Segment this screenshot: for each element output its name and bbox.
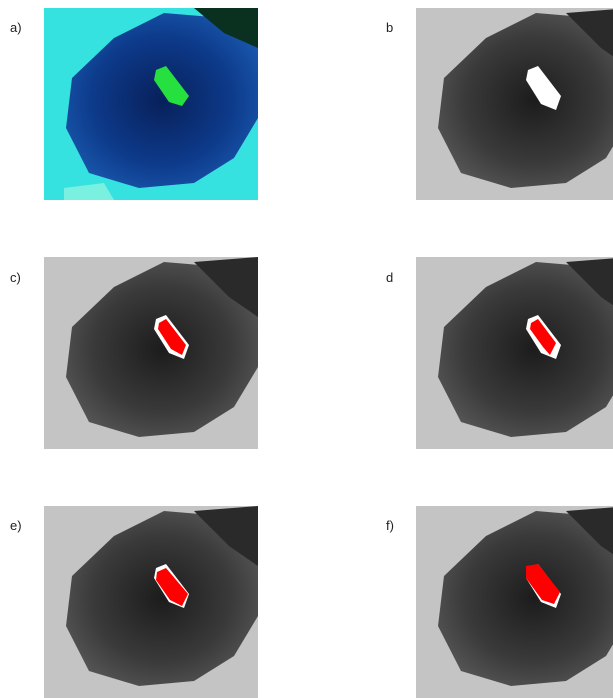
panel-image: [416, 257, 613, 449]
panel-image: [44, 8, 258, 200]
panel-label: d: [386, 270, 393, 285]
panel-label: b: [386, 20, 393, 35]
panel-image: [44, 257, 258, 449]
panel-label: f): [386, 518, 394, 533]
panel-label: c): [10, 270, 21, 285]
panel-image: [44, 506, 258, 698]
panel-image: [416, 506, 613, 698]
panel-label: e): [10, 518, 22, 533]
figure: a) b c) d e) f): [0, 0, 613, 698]
panel-label: a): [10, 20, 22, 35]
panel-image: [416, 8, 613, 200]
